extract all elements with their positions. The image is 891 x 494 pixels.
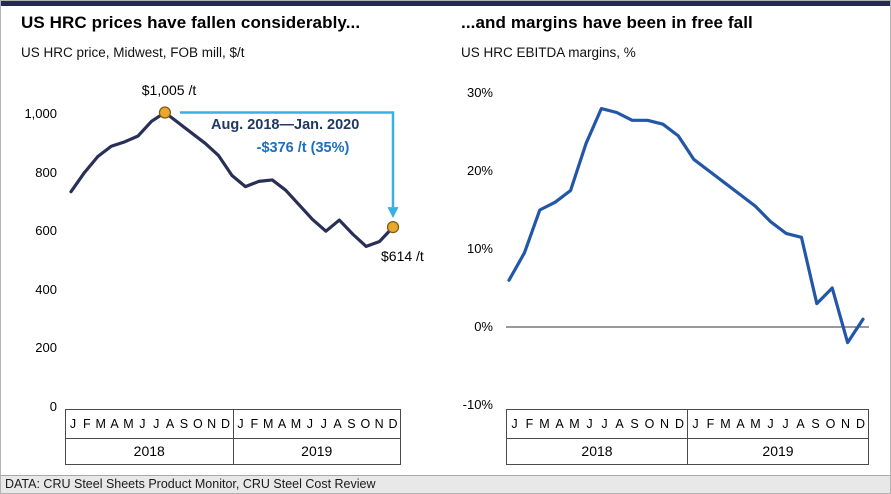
month-label: S — [630, 417, 639, 431]
month-label: J — [511, 417, 518, 431]
month-label: J — [306, 417, 313, 431]
year-label: 2018 — [65, 439, 234, 465]
y-tick-label: -10% — [462, 397, 493, 412]
year-group: J F M A M J J A S O N D 2019 — [232, 409, 401, 465]
month-label: N — [207, 417, 217, 431]
top-accent-bar — [1, 1, 890, 6]
source-caption: DATA: CRU Steel Sheets Product Monitor, … — [1, 475, 890, 493]
y-tick-label: 1,000 — [24, 106, 57, 121]
month-label: J — [601, 417, 608, 431]
y-tick-label: 20% — [466, 163, 493, 178]
month-label: S — [179, 417, 189, 431]
right-chart-subtitle: US HRC EBITDA margins, % — [461, 45, 636, 60]
month-label: J — [237, 417, 244, 431]
month-label: S — [811, 417, 820, 431]
callout-date-range: Aug. 2018—Jan. 2020 — [211, 117, 360, 133]
month-label: O — [360, 417, 371, 431]
month-label: J — [586, 417, 593, 431]
y-tick-label: 30% — [466, 85, 493, 100]
year-label: 2019 — [687, 439, 869, 465]
month-label: D — [855, 417, 866, 431]
callout-delta: -$376 /t (35%) — [256, 140, 350, 156]
month-label: N — [374, 417, 384, 431]
y-tick-label: 200 — [35, 340, 57, 356]
y-tick-label: 0% — [474, 319, 493, 334]
month-label: J — [69, 417, 77, 431]
y-tick-label: 800 — [35, 164, 57, 180]
left-x-axis: J F M A M J J A S O N D 2018 J F M A M J J A S O N D 2019 — [65, 409, 401, 465]
month-label: M — [95, 417, 106, 431]
charts-canvas — [69, 106, 869, 345]
month-label: A — [555, 417, 564, 431]
right-chart-title: ...and margins have been in free fall — [461, 13, 753, 32]
month-label: A — [110, 417, 119, 431]
month-label: A — [277, 417, 287, 431]
month-label: D — [388, 417, 398, 431]
month-label: O — [192, 417, 203, 431]
month-label: J — [139, 417, 146, 431]
month-label: J — [692, 417, 699, 431]
month-label: J — [153, 417, 160, 431]
month-label: D — [221, 417, 231, 431]
month-label: A — [796, 417, 805, 431]
month-label: J — [767, 417, 774, 431]
month-label: M — [262, 417, 274, 431]
month-label: A — [165, 417, 175, 431]
month-label: A — [615, 417, 624, 431]
month-label: F — [82, 417, 91, 431]
year-group: J F M A M J J A S O N D 2018 — [506, 409, 688, 465]
month-label: A — [333, 417, 342, 431]
month-label: M — [569, 417, 580, 431]
month-label: M — [539, 417, 550, 431]
month-label: O — [644, 417, 655, 431]
month-label: M — [290, 417, 302, 431]
month-label: N — [840, 417, 851, 431]
month-label: J — [320, 417, 327, 431]
month-label: O — [825, 417, 836, 431]
y-tick-label: 400 — [35, 281, 57, 297]
month-label: S — [347, 417, 356, 431]
right-x-axis: J F M A M J J A S O N D 2018 J F M A M J J A S O N D 2019 — [506, 409, 869, 465]
year-label: 2019 — [232, 439, 401, 465]
year-group: J F M A M J J A S O N D 2019 — [687, 409, 869, 465]
month-label: N — [659, 417, 670, 431]
month-label: D — [674, 417, 685, 431]
left-chart-subtitle: US HRC price, Midwest, FOB mill, $/t — [21, 45, 245, 60]
y-tick-label: 10% — [466, 241, 493, 256]
month-label: F — [525, 417, 534, 431]
month-label: M — [123, 417, 134, 431]
left-chart-title: US HRC prices have fallen considerably..… — [21, 13, 361, 32]
end-value-label: $614 /t — [381, 248, 424, 264]
peak-value-label: $1,005 /t — [141, 82, 197, 98]
month-label: J — [782, 417, 789, 431]
month-label: A — [736, 417, 745, 431]
year-label: 2018 — [506, 439, 688, 465]
month-label: M — [750, 417, 761, 431]
year-group: J F M A M J J A S O N D 2018 — [65, 409, 234, 465]
month-label: M — [720, 417, 731, 431]
month-label: F — [250, 417, 259, 431]
y-tick-label: 0 — [49, 399, 57, 414]
y-tick-label: 600 — [35, 223, 57, 239]
month-label: F — [706, 417, 715, 431]
